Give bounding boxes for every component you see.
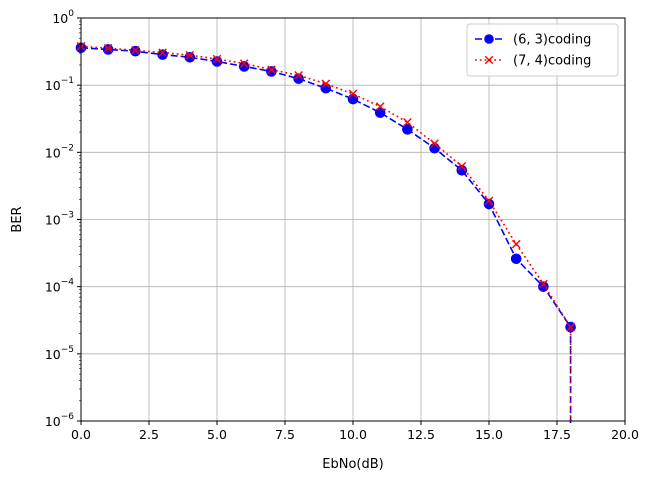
y-tick-base: 10 — [45, 213, 61, 228]
data-point — [266, 66, 277, 77]
data-point — [320, 82, 332, 94]
x-tick-label: 0.0 — [71, 427, 91, 442]
x-tick-label: 15.0 — [475, 427, 503, 442]
y-tick-base: 10 — [45, 280, 61, 295]
y-tick-label: 10−5 — [45, 345, 74, 362]
data-point — [483, 198, 495, 210]
data-point — [348, 89, 358, 99]
legend-label: (7, 4)coding — [513, 54, 591, 69]
data-point — [157, 49, 168, 60]
y-tick-exponent: −2 — [61, 143, 74, 153]
y-tick-exponent: −3 — [61, 211, 74, 221]
data-point — [374, 107, 386, 118]
data-point — [158, 48, 167, 57]
series-line — [80, 47, 572, 423]
y-tick-label: 10−2 — [45, 143, 74, 160]
y-tick-label: 10−3 — [45, 211, 74, 228]
data-point — [402, 124, 413, 135]
data-point — [430, 139, 439, 148]
y-tick-label: 10−6 — [45, 412, 74, 429]
x-tick-label: 7.5 — [275, 427, 295, 442]
data-point — [429, 142, 440, 154]
data-point — [239, 59, 249, 68]
series-0 — [75, 42, 576, 423]
legend-marker — [484, 55, 494, 65]
y-tick-label: 10−4 — [45, 278, 74, 295]
y-tick-exponent: −6 — [61, 412, 75, 422]
series-line — [80, 45, 572, 423]
data-point — [294, 71, 303, 80]
x-tick-label: 2.5 — [139, 427, 159, 442]
data-point — [347, 93, 359, 105]
x-tick-label: 12.5 — [407, 427, 435, 442]
y-tick-base: 10 — [45, 347, 61, 362]
legend: (6, 3)coding (7, 4)coding — [466, 23, 619, 77]
data-point — [321, 79, 331, 89]
series-layer — [75, 41, 576, 423]
data-point — [484, 196, 494, 206]
x-tick-label: 10.0 — [339, 427, 367, 442]
legend-box — [466, 23, 619, 77]
y-tick-base: 10 — [45, 145, 61, 160]
data-point — [184, 51, 196, 63]
y-tick-label: 10−1 — [45, 76, 74, 93]
y-axis-label: BER — [10, 206, 25, 232]
data-point — [185, 50, 195, 60]
x-tick-label: 17.5 — [543, 427, 571, 442]
data-point — [102, 44, 114, 55]
legend-marker — [484, 34, 494, 44]
series-1 — [76, 41, 575, 423]
data-point — [103, 43, 113, 53]
x-tick-label: 5.0 — [207, 427, 227, 442]
y-tick-exponent: −1 — [61, 76, 74, 86]
legend-label: (6, 3)coding — [513, 33, 591, 48]
data-point — [267, 65, 276, 74]
y-tick-base: 10 — [52, 11, 68, 26]
data-point — [211, 56, 223, 67]
y-tick-label: 100 — [52, 9, 74, 26]
data-point — [375, 102, 385, 111]
x-tick-label: 20.0 — [611, 427, 639, 442]
data-point — [457, 161, 467, 171]
y-tick-base: 10 — [45, 414, 61, 429]
x-axis: 0.0 2.5 5.0 7.5 10.0 12.5 15.0 17.5 20.0 — [71, 421, 639, 442]
grid — [80, 17, 626, 422]
x-axis-label: EbNo(dB) — [322, 457, 383, 472]
legend-item: (7, 4)coding — [475, 54, 591, 69]
y-tick-exponent: −4 — [61, 278, 75, 288]
data-point — [510, 253, 522, 265]
legend-item: (6, 3)coding — [475, 33, 591, 48]
data-point — [539, 279, 548, 289]
data-point — [131, 46, 140, 55]
data-point — [212, 54, 222, 64]
data-point — [511, 239, 521, 249]
y-tick-base: 10 — [45, 78, 61, 93]
data-point — [238, 61, 250, 72]
y-tick-exponent: 0 — [68, 9, 74, 19]
data-point — [566, 322, 575, 332]
y-tick-exponent: −5 — [61, 345, 74, 355]
data-point — [403, 118, 412, 127]
